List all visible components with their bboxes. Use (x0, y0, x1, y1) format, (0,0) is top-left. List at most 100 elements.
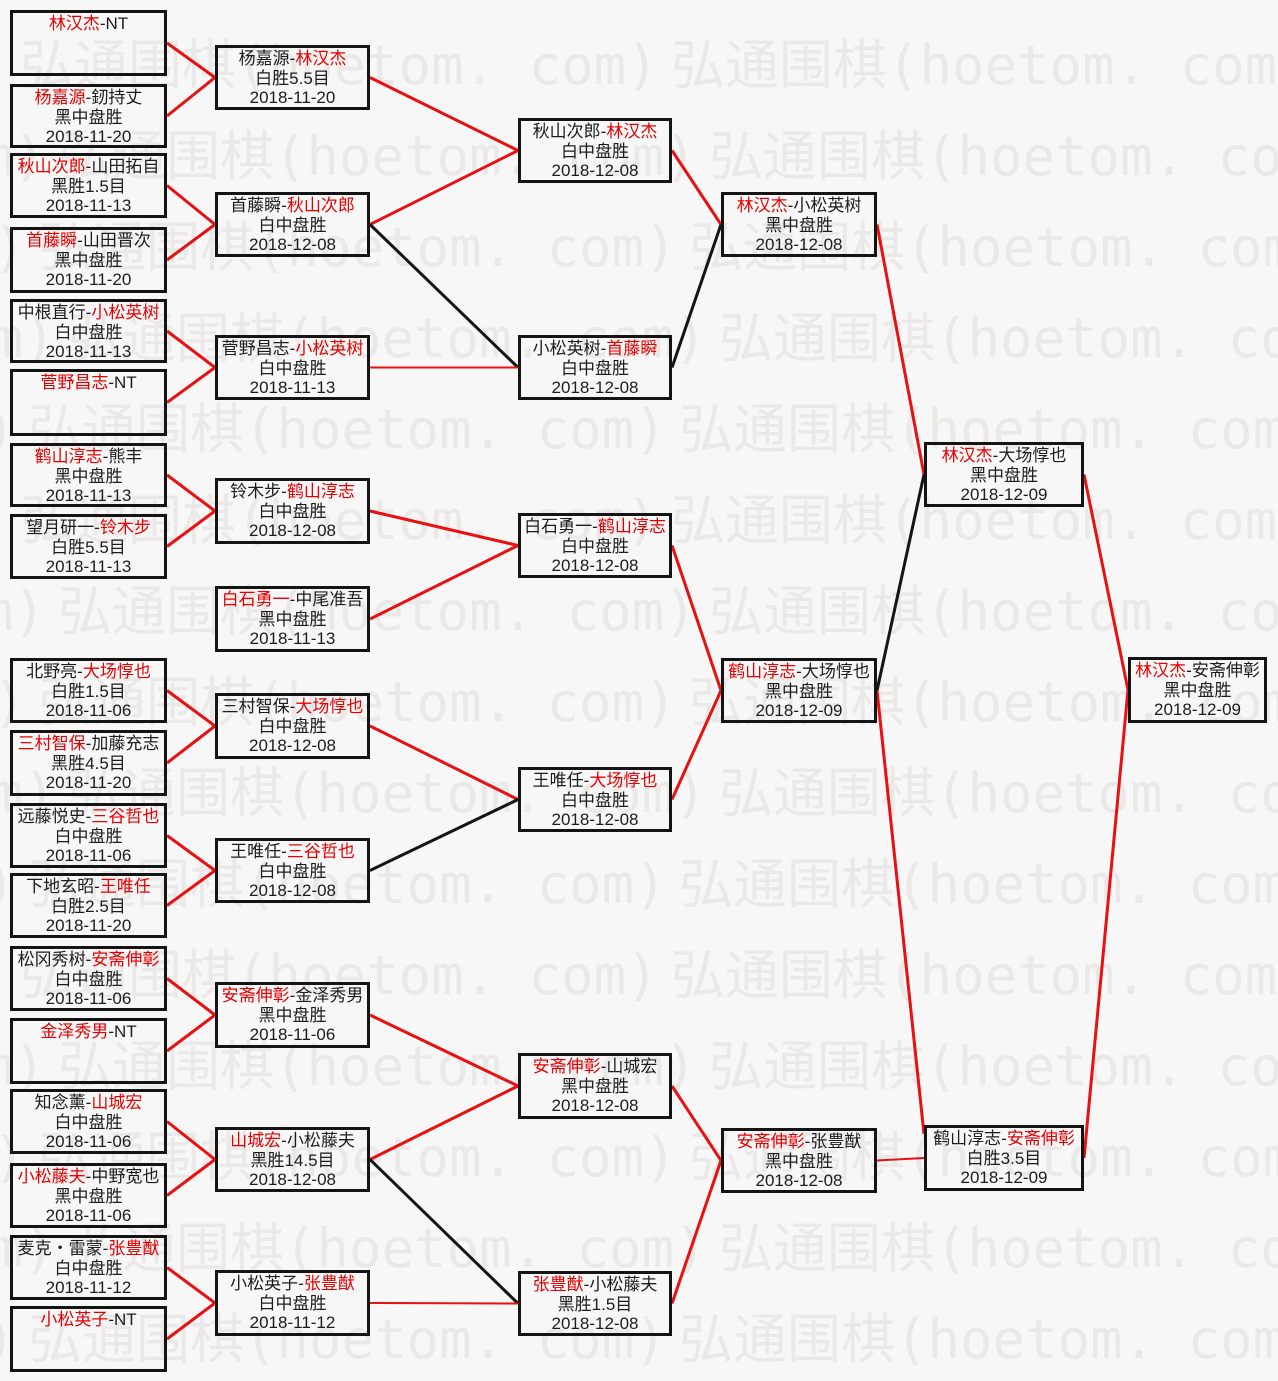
match-node-b7: 王唯任-三谷哲也 白中盘胜 2018-12-08 (215, 838, 370, 903)
match-date: 2018-11-13 (249, 378, 336, 398)
player-name: 秋山次郎 (17, 157, 86, 176)
match-date: 2018-11-12 (45, 1278, 132, 1298)
match-result: 黑中盘胜 (765, 1151, 833, 1171)
player-name: 中野宽也 (91, 1167, 160, 1186)
pairing-separator: - (85, 1093, 92, 1112)
bracket-edge-a8-b4 (166, 509, 216, 548)
match-date: 2018-12-08 (551, 810, 639, 830)
match-date: 2018-12-08 (755, 235, 843, 255)
match-date: 2018-12-08 (249, 521, 336, 541)
pairing-separator: - (281, 482, 287, 501)
pairing-separator: - (85, 950, 92, 969)
match-result: 黑胜14.5目 (250, 1150, 335, 1170)
player-name: 金泽秀男 (295, 986, 364, 1005)
match-date: 2018-11-06 (45, 1206, 132, 1226)
match-result: 白中盘胜 (561, 141, 629, 161)
match-result: 黑中盘胜 (54, 466, 123, 486)
match-node-d1: 林汉杰-小松英树 黑中盘胜 2018-12-08 (721, 192, 877, 257)
player-name: 白石勇一 (524, 517, 593, 536)
match-result: 白中盘胜 (258, 716, 327, 736)
match-pairing: 三村智保-加藤充志 (13, 734, 164, 754)
match-node-d2: 鹤山淳志-大场惇也 黑中盘胜 2018-12-09 (721, 658, 877, 723)
player-name: 鹤山淳志 (933, 1129, 1002, 1148)
player-name: 张豊猷 (303, 1274, 355, 1293)
match-pairing: 菅野昌志-小松英树 (218, 339, 367, 359)
pairing-separator: - (298, 1274, 304, 1293)
match-date: 2018-12-09 (960, 1168, 1048, 1188)
pairing-separator: - (281, 196, 287, 215)
match-node-c1: 秋山次郎-林汉杰 白中盘胜 2018-12-08 (518, 118, 672, 183)
pairing-separator: - (108, 1310, 114, 1329)
pairing-separator: - (108, 1022, 114, 1041)
player-name: 首藤瞬 (230, 196, 282, 215)
match-node-c4: 王唯任-大场惇也 白中盘胜 2018-12-08 (518, 767, 672, 832)
match-date: 2018-12-08 (551, 556, 639, 576)
match-pairing: 王唯任-三谷哲也 (218, 842, 367, 862)
bracket-edge-b10-c6 (369, 1302, 519, 1305)
match-pairing: 下地玄昭-王唯任 (13, 877, 164, 897)
match-pairing: 鹤山淳志-安斋伸彰 (927, 1129, 1081, 1149)
bracket-edge-a7-b4 (166, 473, 216, 513)
bracket-edge-a10-b6 (166, 724, 216, 765)
bracket-edge-c1-d1 (670, 149, 723, 226)
bracket-edge-e2-f1 (1082, 689, 1130, 1159)
match-node-a14: 金泽秀男-NT (10, 1018, 167, 1084)
match-pairing: 望月研一-铃木步 (13, 518, 164, 538)
match-date: 2018-11-13 (45, 486, 132, 506)
match-pairing: 小松藤夫-中野宽也 (13, 1167, 164, 1187)
bracket-edge-c2-d1 (670, 224, 723, 368)
match-pairing: 林汉杰-大场惇也 (927, 446, 1081, 466)
match-node-b3: 菅野昌志-小松英树 白中盘胜 2018-11-13 (215, 335, 370, 400)
bracket-edge-a18-b10 (166, 1301, 216, 1341)
match-date: 2018-11-20 (45, 916, 132, 936)
match-node-b4: 铃木步-鹤山淳志 白中盘胜 2018-12-08 (215, 478, 370, 544)
match-date: 2018-12-09 (755, 701, 843, 721)
player-name: 鹤山淳志 (597, 517, 666, 536)
player-name: 北野亮 (26, 662, 78, 681)
pairing-separator: - (600, 1057, 607, 1076)
pairing-separator: - (787, 196, 794, 215)
pairing-separator: - (85, 807, 92, 826)
match-date: 2018-11-13 (45, 196, 132, 216)
player-name: 三村智保 (17, 734, 86, 753)
match-result: 白中盘胜 (561, 790, 629, 810)
bracket-edge-e1-f1 (1082, 474, 1130, 691)
match-date: 2018-12-09 (1154, 700, 1241, 720)
pairing-separator: - (102, 1239, 109, 1258)
player-name: 下地玄昭 (26, 877, 95, 896)
player-name: 杨嘉源 (238, 49, 290, 68)
match-result: 黑中盘胜 (258, 1005, 327, 1025)
pairing-separator: - (289, 339, 296, 358)
match-node-b1: 杨嘉源-林汉杰 白胜5.5目 2018-11-20 (215, 45, 370, 110)
player-name: 鹤山淳志 (728, 662, 797, 681)
match-node-c3: 白石勇一-鹤山淳志 白中盘胜 2018-12-08 (518, 513, 672, 578)
pairing-separator: - (77, 662, 83, 681)
match-node-a4: 首藤瞬-山田晋次 黑中盘胜 2018-11-20 (10, 227, 167, 293)
pairing-separator: - (99, 14, 106, 33)
pairing-separator: - (600, 122, 607, 141)
match-pairing: 三村智保-大场惇也 (218, 697, 367, 717)
player-name: 小松藤夫 (589, 1275, 658, 1294)
player-name: NT (114, 373, 137, 392)
player-name: 中根直行 (17, 303, 86, 322)
match-date: 2018-11-20 (45, 270, 132, 290)
match-pairing: 鹤山淳志-熊丰 (13, 447, 164, 467)
bracket-edge-b4-c3 (369, 509, 519, 547)
match-date: 2018-12-08 (249, 881, 336, 901)
pairing-separator: - (85, 1167, 92, 1186)
match-result: 白中盘胜 (258, 1293, 327, 1313)
match-result: 白中盘胜 (258, 358, 327, 378)
bracket-edge-a3-b2 (166, 184, 216, 226)
player-name: 林汉杰 (606, 122, 658, 141)
bracket-edge-b2-c1 (369, 149, 519, 226)
match-result: 黑中盘胜 (765, 215, 833, 235)
match-pairing: 知念薰-山城宏 (13, 1093, 164, 1113)
bracket-edge-b6-c4 (369, 724, 519, 801)
match-pairing: 松冈秀树-安斋伸彰 (13, 950, 164, 970)
match-result: 白胜1.5目 (51, 681, 126, 701)
bracket-edge-a16-b9 (166, 1158, 216, 1197)
match-node-a2: 杨嘉源-釰持丈 黑中盘胜 2018-11-20 (10, 84, 167, 148)
pairing-separator: - (1186, 661, 1192, 680)
player-name: 小松英子 (230, 1274, 299, 1293)
